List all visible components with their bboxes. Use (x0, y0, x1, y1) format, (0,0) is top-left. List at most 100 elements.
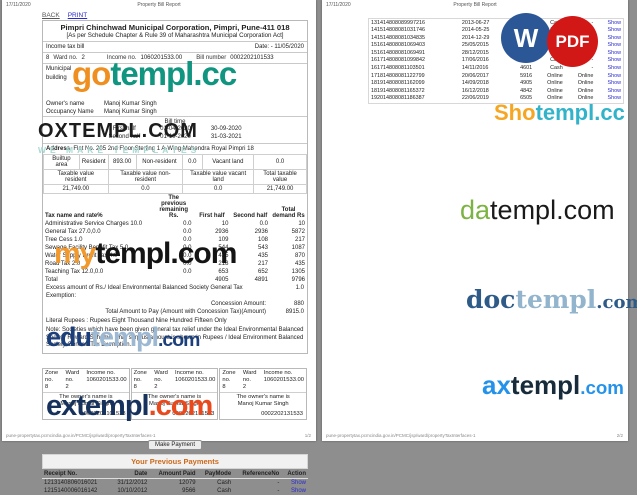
income-value: 1060201533.00 (175, 376, 216, 383)
summary-value: 1.0 (295, 285, 304, 291)
taxable-resident-value: 21,749.00 (43, 184, 109, 194)
taxable-vacant-label: Taxable value vacant land (182, 169, 255, 185)
receipt-no: 151614808081069403 (371, 42, 425, 49)
bill-date: Date: - 11/05/2020 (254, 44, 304, 50)
owner-line: The owner's name is (236, 393, 290, 400)
pay-mode: Cash (217, 479, 232, 486)
property-bill: BACK PRINT Pimpri Chinchwad Municipal Co… (42, 12, 308, 495)
watermark-text: .com (596, 292, 637, 313)
tax-total: 10 (298, 221, 305, 227)
half-label: First half (112, 126, 136, 132)
tax-row: Teaching Tax 12.0,0.0 0.0 653 652 1305 (43, 268, 307, 276)
literal-rupees: Literal Rupees : Rupees Eight Thousand N… (46, 318, 227, 324)
ward-value: 2 (154, 383, 158, 390)
ward-label: Ward no. (242, 369, 257, 383)
amount-paid-header: Amount Paid (149, 469, 198, 479)
summary-line: Total Amount to Pay (Amount with Concess… (43, 308, 307, 316)
footer-page-number: 1/2 (304, 433, 311, 438)
income-label: Income no. (175, 369, 204, 376)
owner-name: Manoj Kumar Singh (60, 401, 112, 407)
footer-url: pune-propertytax.pcmcindia.gov.in/PCMC/j… (326, 433, 476, 438)
tax-first-half: 218 (218, 261, 229, 267)
tax-second-half: 217 (258, 261, 269, 267)
tax-second-half: 108 (258, 237, 269, 243)
address-value: Flat No. 205 2nd Floor Sterling 1 A-Wing… (73, 146, 254, 152)
half-label: Second half (108, 134, 141, 140)
pay-mode: Online (547, 87, 563, 94)
address-label: Address (46, 146, 71, 152)
show-link[interactable]: Show (607, 49, 622, 56)
print-footer: pune-propertytax.pcmcindia.gov.in/PCMC/j… (6, 433, 311, 438)
show-link[interactable]: Show (607, 34, 622, 41)
tax-first-half: 2936 (215, 229, 229, 235)
show-link[interactable]: Show (607, 87, 622, 94)
bill-type-row: Income tax bill Date: - 11/05/2020 (43, 41, 307, 52)
show-link[interactable]: Show (607, 57, 622, 64)
watermark-text: templ (515, 285, 597, 314)
payment-row: 181914808081162099 14/09/2018 4905 Onlin… (369, 80, 624, 88)
tax-table: Tax name and rate% The previous remainin… (43, 194, 307, 284)
reference-no: Online (577, 95, 594, 102)
amount-paid: 4905 (520, 80, 533, 87)
taxable-header-row: Taxable value resident Taxable value non… (43, 169, 307, 185)
payment-date: 2013-06-27 (461, 19, 490, 26)
payment-date: 16/12/2018 (461, 87, 489, 94)
payment-row: 192014808081186387 22/06/2019 6505 Onlin… (369, 95, 624, 103)
word-download-icon[interactable]: W (501, 13, 551, 63)
payment-date: 2014-05-25 (461, 27, 490, 34)
print-header-date: 17/11/2020 (326, 2, 351, 8)
taxable-total-label: Total taxable value (253, 169, 307, 185)
tax-first-half: 653 (218, 269, 229, 275)
bill-note: Note: Societies which have been given ge… (46, 327, 304, 348)
payments-header-row: Receipt No. Date Amount Paid PayMode Ref… (42, 469, 308, 479)
builtup-area-table: Builtup area Resident 893.00 Non-residen… (43, 154, 307, 194)
show-link[interactable]: Show (607, 95, 622, 102)
amount-paid: 6505 (520, 95, 533, 102)
watermark-text: doc (466, 285, 516, 314)
back-link[interactable]: BACK (42, 12, 60, 19)
referenceno-header: ReferenceNo (233, 469, 282, 479)
summary-label: Total Amount to Pay (Amount with Concess… (105, 309, 266, 315)
tax-total: 217 (294, 237, 305, 243)
owner-row: Owner's name Manoj Kumar Singh (43, 100, 307, 108)
print-footer: pune-propertytax.pcmcindia.gov.in/PCMC/j… (326, 433, 623, 438)
ward-value: 2 (81, 55, 85, 61)
show-link[interactable]: Show (607, 80, 622, 87)
tax-row: Road Tax 2.0 0.0 218 217 435 (43, 260, 307, 268)
bill-number-label: Bill number (196, 55, 227, 61)
tax-first-half: 10 (221, 221, 229, 227)
show-link[interactable]: Show (290, 479, 306, 486)
previous-payments-table: Receipt No. Date Amount Paid PayMode Ref… (42, 469, 308, 495)
summary-section: Excess amount of Rs./ Ideal Environmenta… (43, 284, 307, 316)
tax-total: 435 (294, 261, 305, 267)
show-link[interactable]: Show (607, 72, 622, 79)
tax-total: 5872 (291, 229, 305, 235)
owner-box-1: Zone no. 8 Ward no. 2 Income no. 1060201533… (42, 367, 130, 420)
bill-time-row: First half 01-04-2020 30-09-2020 (98, 125, 251, 133)
payment-date: 28/12/2015 (461, 49, 489, 56)
income-value: 1060201533.00 (263, 376, 305, 383)
tax-total: 1087 (291, 245, 305, 251)
receipt-no: 181914808081165372 (371, 87, 425, 94)
receipt-no: 181914808081162099 (371, 80, 425, 87)
resident-area: 893.00 (107, 154, 137, 170)
show-link[interactable]: Show (607, 65, 622, 72)
receipt-no: 192014808081186387 (371, 95, 425, 102)
show-link[interactable]: Show (607, 27, 622, 34)
tax-header-row: Tax name and rate% The previous remainin… (43, 194, 307, 220)
payment-row: 1213140806016021 31/12/2012 12079 Cash -… (42, 478, 308, 487)
pdf-download-icon[interactable]: PDF (547, 16, 598, 67)
total-demand-header: Total demand Rs (272, 207, 305, 219)
show-link[interactable]: Show (290, 487, 306, 494)
tax-name: General Tax 27.0,0.0 (45, 229, 101, 235)
nonresident-label: Non-resident (135, 154, 184, 170)
show-link[interactable]: Show (607, 42, 622, 49)
show-link[interactable]: Show (607, 19, 622, 26)
tax-previous (154, 276, 194, 284)
bill-time-title: Bill time (164, 119, 186, 125)
payment-date: 31/12/2012 (117, 479, 148, 486)
print-header: 17/11/2020 Property Bill Report (2, 0, 316, 8)
print-link[interactable]: PRINT (67, 12, 88, 19)
tax-previous: 0.0 (183, 237, 192, 243)
document-page-1: 17/11/2020 Property Bill Report BACK PRI… (2, 0, 316, 494)
